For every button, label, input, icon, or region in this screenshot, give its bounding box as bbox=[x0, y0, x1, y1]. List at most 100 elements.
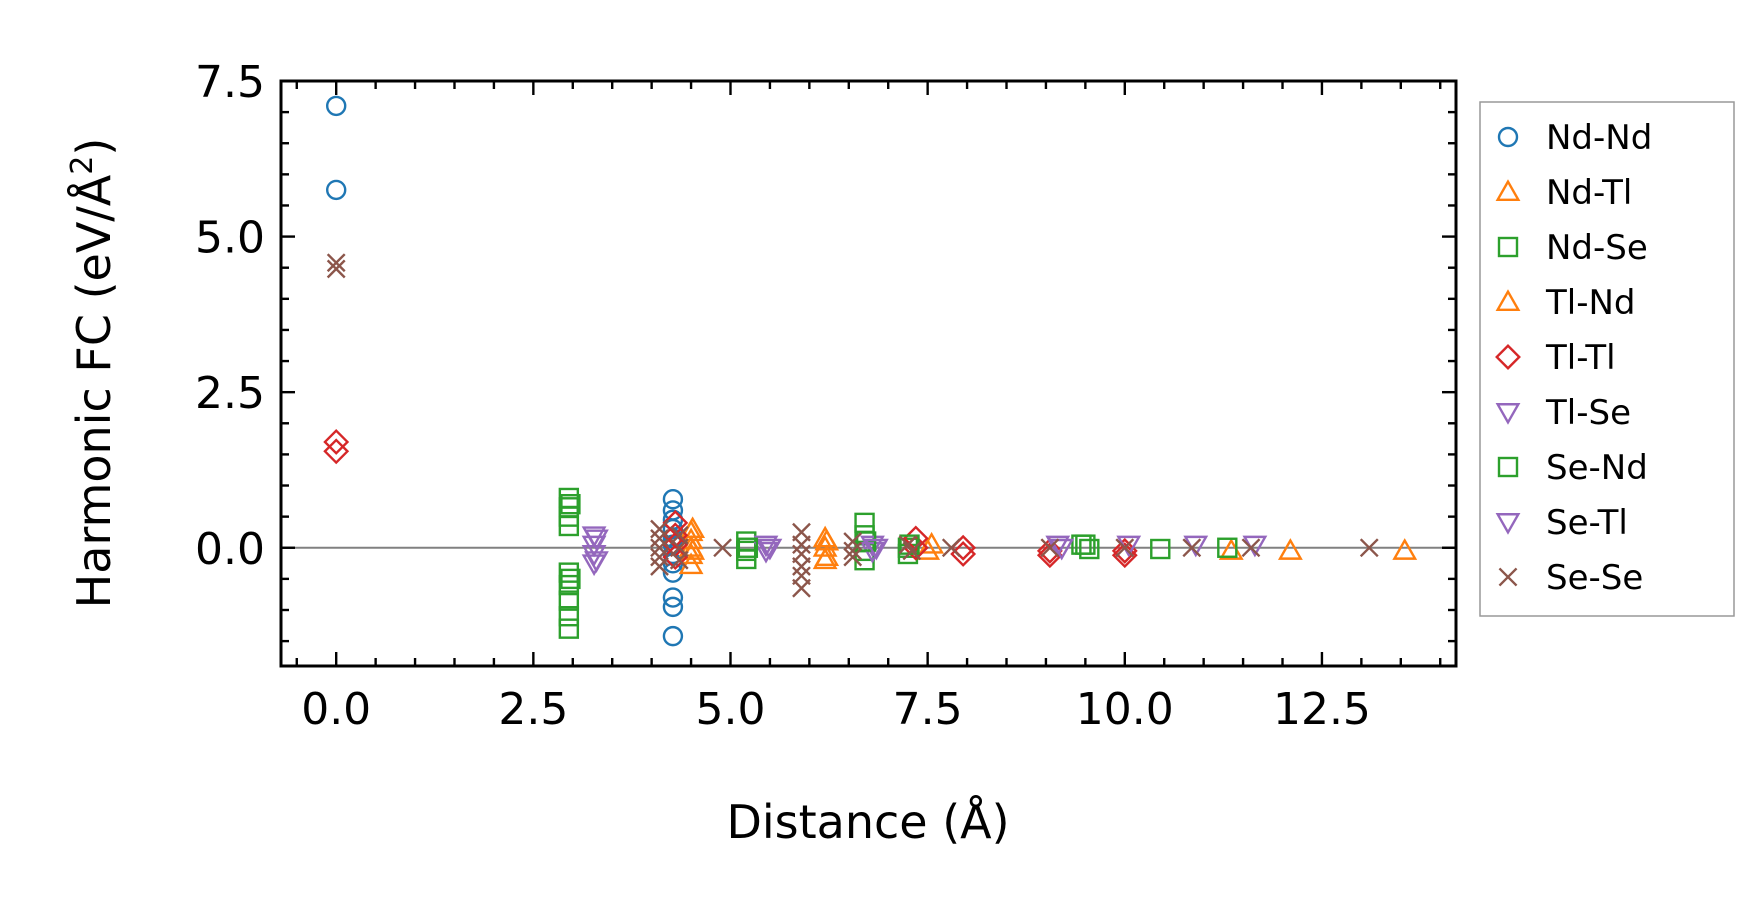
data-point bbox=[678, 527, 704, 550]
data-point bbox=[560, 493, 581, 515]
legend-item: Tl-Se bbox=[1495, 393, 1631, 433]
data-point bbox=[584, 529, 609, 552]
data-point bbox=[558, 562, 580, 583]
data-point bbox=[814, 544, 840, 567]
legend-marker bbox=[1495, 513, 1521, 535]
y-tick-labels: 0.0 2.5 5.0 7.5 bbox=[195, 57, 265, 575]
legend-item: Nd-Se bbox=[1497, 228, 1648, 268]
data-point bbox=[662, 544, 689, 571]
data-point bbox=[326, 95, 347, 117]
legend-item: Se-Se bbox=[1498, 558, 1643, 598]
x-tick-label: 12.5 bbox=[1273, 684, 1371, 735]
legend-marker bbox=[1495, 403, 1521, 425]
data-point bbox=[558, 574, 580, 596]
data-point bbox=[1040, 538, 1060, 558]
data-point bbox=[843, 547, 863, 567]
data-point bbox=[1075, 534, 1096, 555]
x-axis-label: Distance (Å) bbox=[726, 795, 1009, 849]
data-point bbox=[1217, 537, 1238, 558]
data-point bbox=[1241, 538, 1261, 558]
legend-marker bbox=[1495, 289, 1521, 311]
data-point bbox=[737, 537, 759, 558]
data-point bbox=[757, 538, 783, 561]
legend-item: Nd-Nd bbox=[1497, 118, 1652, 158]
data-point bbox=[812, 534, 838, 557]
data-point bbox=[558, 515, 580, 537]
data-point bbox=[753, 541, 779, 564]
legend-item: Tl-Tl bbox=[1495, 338, 1616, 378]
data-point bbox=[662, 489, 684, 510]
series-tl-tl bbox=[323, 429, 1138, 571]
data-point bbox=[678, 552, 704, 575]
series-se-tl bbox=[584, 529, 1075, 573]
legend-item: Tl-Nd bbox=[1495, 283, 1636, 323]
data-point bbox=[814, 528, 840, 551]
data-point bbox=[1036, 537, 1063, 564]
y-tick-label: 5.0 bbox=[195, 213, 265, 264]
legend-label: Se-Nd bbox=[1546, 448, 1648, 488]
data-point bbox=[854, 512, 875, 534]
data-point bbox=[855, 531, 877, 552]
data-point bbox=[941, 538, 961, 558]
legend-item: Se-Nd bbox=[1497, 448, 1648, 488]
legend-label: Tl-Tl bbox=[1545, 338, 1616, 378]
x-tick-label: 5.0 bbox=[696, 684, 766, 735]
legend-marker bbox=[1495, 344, 1521, 370]
y-tick-label: 7.5 bbox=[195, 57, 265, 108]
data-point bbox=[753, 535, 779, 558]
legend-marker bbox=[1497, 456, 1519, 478]
data-point bbox=[736, 548, 757, 570]
legend-label: Tl-Se bbox=[1545, 393, 1631, 433]
x-tick-label: 2.5 bbox=[498, 684, 568, 735]
data-point bbox=[662, 596, 684, 618]
data-point bbox=[919, 531, 945, 554]
data-point bbox=[662, 587, 684, 608]
legend-label: Nd-Nd bbox=[1546, 118, 1652, 158]
data-point bbox=[1049, 538, 1075, 561]
data-point bbox=[1277, 538, 1303, 560]
data-points bbox=[323, 95, 1418, 647]
legend-label: Tl-Nd bbox=[1545, 283, 1636, 323]
y-tick-label: 2.5 bbox=[195, 368, 265, 419]
data-point bbox=[326, 179, 347, 201]
x-tick-label: 7.5 bbox=[893, 684, 963, 735]
series-tl-nd bbox=[680, 516, 945, 567]
data-point bbox=[326, 259, 346, 279]
x-tick-labels: 0.0 2.5 5.0 7.5 10.0 12.5 bbox=[301, 684, 1371, 735]
data-point bbox=[902, 541, 922, 561]
data-point bbox=[713, 538, 733, 558]
legend-box bbox=[1479, 101, 1735, 617]
data-point bbox=[843, 541, 863, 561]
legend-item: Se-Tl bbox=[1495, 503, 1628, 543]
plot-frame bbox=[279, 79, 1458, 668]
legend-label: Nd-Se bbox=[1546, 228, 1648, 268]
legend-marker bbox=[1497, 126, 1519, 148]
legend-label: Se-Tl bbox=[1546, 503, 1628, 543]
data-point bbox=[669, 550, 689, 570]
legend-label: Se-Se bbox=[1546, 558, 1643, 598]
data-point bbox=[558, 618, 580, 639]
x-tick-label: 0.0 bbox=[301, 684, 371, 735]
data-point bbox=[1111, 542, 1138, 569]
data-point bbox=[1115, 538, 1135, 558]
data-point bbox=[1079, 538, 1100, 560]
series-se-se bbox=[326, 253, 1379, 598]
legend-marker bbox=[1498, 567, 1518, 587]
legend-marker bbox=[1495, 179, 1521, 201]
data-point bbox=[863, 538, 889, 561]
data-point bbox=[650, 547, 669, 567]
data-point bbox=[650, 538, 669, 558]
data-point bbox=[584, 551, 609, 573]
data-point bbox=[326, 253, 346, 273]
data-point bbox=[854, 525, 875, 546]
data-point bbox=[650, 557, 669, 576]
data-point bbox=[1182, 538, 1202, 558]
axis-ticks bbox=[281, 79, 1456, 666]
data-point bbox=[860, 541, 885, 564]
legend-marker bbox=[1497, 236, 1519, 258]
data-point bbox=[860, 535, 885, 558]
data-point bbox=[1150, 538, 1171, 560]
data-point bbox=[792, 578, 811, 598]
data-point bbox=[650, 529, 669, 548]
